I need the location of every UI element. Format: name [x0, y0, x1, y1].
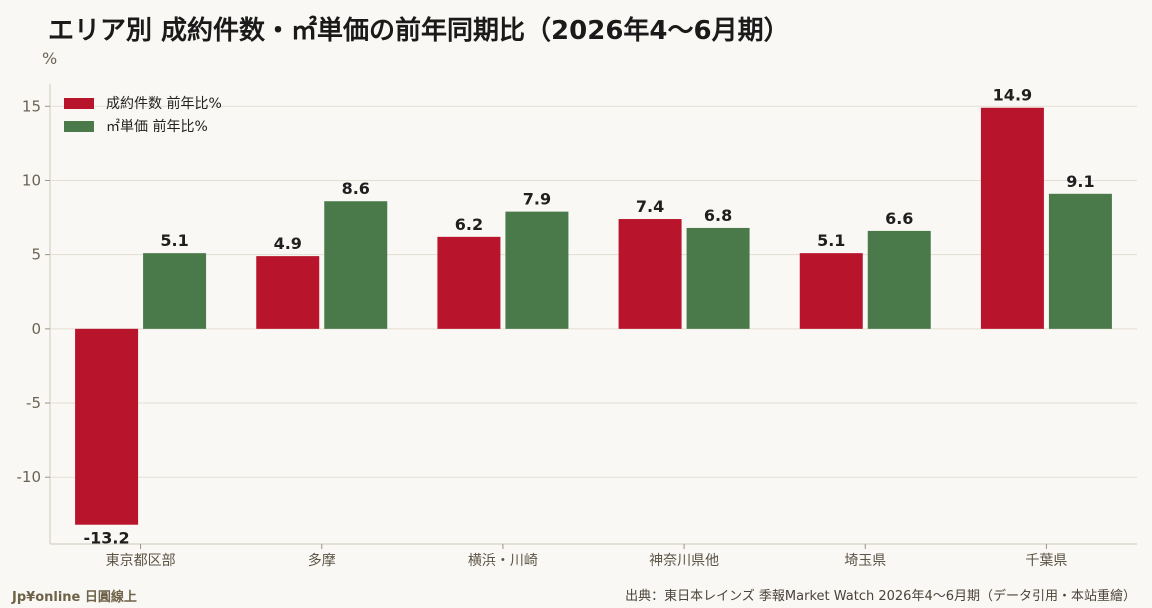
- legend-swatch-0: [64, 98, 94, 109]
- y-tick-label-0: -10: [17, 468, 42, 486]
- bar-price-0: [143, 253, 207, 329]
- bar-count-3: [618, 219, 682, 329]
- y-tick-label-5: 15: [22, 97, 41, 115]
- x-tick-label-4: 埼玉県: [844, 553, 886, 569]
- x-tick-label-3: 神奈川県他: [649, 553, 719, 569]
- data-label-price-0: 5.1: [160, 231, 188, 250]
- x-tick-label-1: 多摩: [308, 552, 336, 569]
- bar-count-4: [799, 253, 863, 329]
- data-label-count-3: 7.4: [636, 197, 664, 216]
- bar-count-5: [980, 107, 1044, 329]
- data-label-price-5: 9.1: [1066, 172, 1094, 191]
- data-label-price-2: 7.9: [523, 190, 551, 209]
- source-note: 出典：東日本レインズ 季報Market Watch 2026年4〜6月期（データ…: [625, 589, 1136, 604]
- y-tick-label-3: 5: [31, 246, 41, 264]
- bar-price-4: [867, 230, 931, 329]
- bar-count-1: [256, 256, 320, 329]
- x-tick-label-5: 千葉県: [1025, 553, 1067, 569]
- y-tick-label-4: 10: [22, 171, 41, 189]
- x-tick-label-0: 東京都区部: [106, 553, 176, 569]
- data-label-count-1: 4.9: [274, 234, 302, 253]
- y-tick-label-2: 0: [31, 320, 41, 338]
- bar-price-2: [505, 211, 569, 329]
- y-tick-label-1: -5: [26, 394, 41, 412]
- data-label-count-4: 5.1: [817, 231, 845, 250]
- legend-label-0: 成約件数 前年比%: [106, 95, 222, 112]
- data-label-count-2: 6.2: [455, 215, 483, 234]
- bar-price-5: [1048, 193, 1112, 329]
- bar-price-1: [324, 201, 388, 329]
- y-axis-label: %: [42, 49, 58, 68]
- chart-title: エリア別 成約件数・㎡単価の前年同期比（2026年4〜6月期）: [48, 16, 790, 46]
- data-label-price-1: 8.6: [342, 179, 370, 198]
- legend-label-1: ㎡単価 前年比%: [106, 118, 208, 135]
- bar-count-2: [437, 236, 501, 329]
- bar-count-0: [75, 328, 139, 525]
- x-tick-label-2: 横浜・川崎: [468, 553, 538, 569]
- credit-label: Jp¥online 日圓線上: [12, 590, 137, 605]
- data-label-price-3: 6.8: [704, 206, 732, 225]
- bar-price-3: [686, 227, 750, 329]
- data-label-count-0: -13.2: [84, 529, 130, 548]
- data-label-price-4: 6.6: [885, 209, 913, 228]
- legend-swatch-1: [64, 121, 94, 132]
- data-label-count-5: 14.9: [993, 86, 1032, 105]
